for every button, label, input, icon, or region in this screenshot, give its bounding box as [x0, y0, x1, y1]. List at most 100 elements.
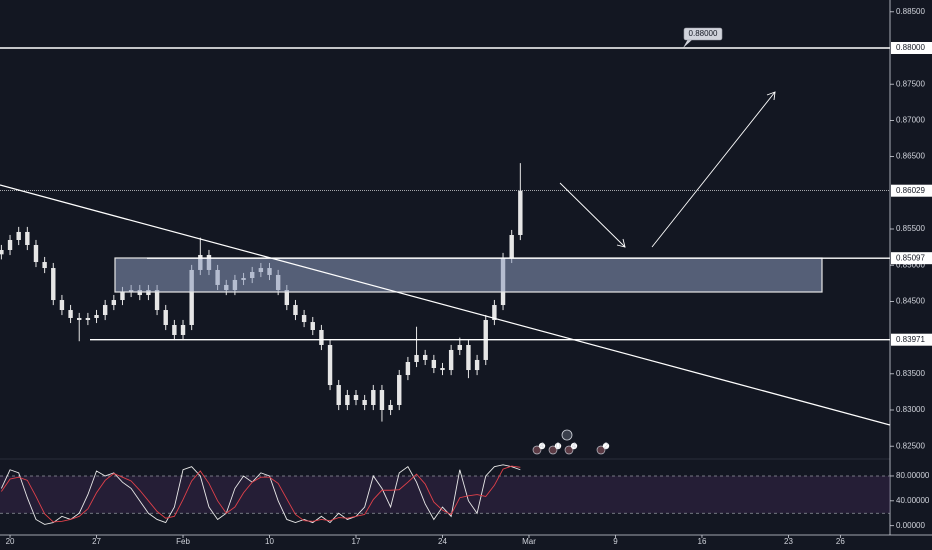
candle-body: [120, 291, 125, 301]
event-count-bg: [570, 442, 578, 450]
x-tick-label: 26: [836, 537, 845, 546]
event-icon[interactable]: [548, 445, 558, 455]
candle-body: [16, 231, 21, 241]
candle-body: [154, 290, 160, 311]
event-icon[interactable]: [596, 445, 606, 455]
candle-body: [492, 305, 497, 321]
candle-body: [327, 344, 333, 386]
candle-body: [68, 310, 73, 318]
candle-body: [33, 245, 39, 263]
candle-body: [371, 390, 376, 406]
candle-body: [518, 190, 523, 236]
x-tick-label: 20: [6, 537, 15, 546]
price-label-box: [891, 42, 932, 55]
candle-body: [422, 354, 428, 360]
event-count: 4: [540, 442, 545, 451]
candle-body: [310, 322, 315, 330]
candle-body: [25, 231, 30, 246]
candle-body: [284, 290, 290, 306]
x-tick-label: 16: [698, 537, 707, 546]
candle-body: [102, 305, 108, 316]
candle-body: [353, 395, 359, 401]
candle-body: [414, 354, 419, 362]
y-tick-label: 0.88500: [896, 7, 925, 16]
candle-body: [336, 385, 341, 406]
event-count: 4: [572, 442, 577, 451]
callout-label: 0.88000: [689, 29, 718, 38]
candle-body: [397, 375, 402, 406]
candle-body: [509, 235, 514, 258]
x-tick-label: Mar: [522, 537, 536, 546]
event-count: 0: [556, 442, 561, 451]
y-tick-label: 0.83500: [896, 369, 925, 378]
zone: [114, 257, 823, 293]
candle-body: [440, 368, 445, 371]
x-tick-label: 10: [265, 537, 274, 546]
candle-body: [293, 305, 298, 316]
candle-body: [474, 359, 480, 371]
x-tick-label: 9: [613, 537, 618, 546]
candle-body: [7, 240, 13, 250]
event-count-bg: [602, 442, 610, 450]
event-count: 2: [604, 442, 609, 451]
candle-body: [405, 361, 411, 376]
event-globe: [561, 429, 573, 441]
price-label-box: [891, 184, 932, 197]
osc-y-tick-label: 0.00000: [896, 521, 925, 530]
x-tick-label: 27: [92, 537, 101, 546]
price-label-box: [891, 333, 932, 346]
y-tick-label: 0.86500: [896, 152, 925, 161]
x-tick-label: 24: [438, 537, 447, 546]
x-tick-label: 17: [352, 537, 361, 546]
price-label-box: [891, 252, 932, 265]
y-tick-label: 0.84500: [896, 297, 925, 306]
event-icon[interactable]: [564, 445, 574, 455]
candle-body: [180, 325, 186, 335]
event-icon[interactable]: [532, 445, 542, 455]
candle-body: [51, 268, 56, 301]
price-label: 0.83971: [896, 335, 925, 344]
y-tick-label: 0.85500: [896, 224, 925, 233]
candle-body: [379, 390, 385, 410]
candle-body: [448, 349, 454, 371]
y-tick-label: 0.85000: [896, 260, 925, 269]
candle-body: [77, 317, 82, 321]
candle-body: [301, 315, 307, 323]
event-count-bg: [538, 442, 546, 450]
candle-body: [42, 262, 47, 269]
event-count-bg: [554, 442, 562, 450]
candle-body: [345, 395, 350, 406]
candle-body: [163, 310, 168, 326]
candle-body: [431, 359, 437, 369]
candle-body: [111, 300, 117, 306]
candle-body: [85, 317, 91, 321]
osc-y-tick-label: 80.00000: [896, 471, 930, 480]
price-label: 0.88000: [896, 43, 925, 52]
y-tick-label: 0.83000: [896, 405, 925, 414]
oscillator-line: [1, 465, 521, 523]
candle-body: [388, 405, 393, 410]
arrow-head: [766, 91, 776, 101]
candle-body: [94, 315, 99, 318]
overlay: 0.88000 4 0 4 2: [0, 27, 890, 455]
y-tick-label: 0.87000: [896, 116, 925, 125]
oscillator-line: [0, 464, 521, 525]
y-tick-label: 0.87500: [896, 79, 925, 88]
projection-arrows: [559, 91, 776, 248]
axes: 0.88500 0.87500 0.87000 0.86500 0.85500 0.850…: [6, 7, 932, 546]
arrow-up: [651, 91, 776, 248]
arrow-head: [616, 238, 626, 248]
trend-line: [0, 184, 891, 426]
candle-body: [457, 344, 462, 350]
oscillator-pane: [0, 464, 890, 525]
candle-body: [59, 300, 65, 311]
price-label: 0.86029: [896, 186, 925, 195]
band-fill: [0, 475, 890, 514]
candle-body: [466, 344, 471, 371]
callout-pointer: [683, 39, 693, 49]
candle-body: [189, 269, 194, 326]
x-tick-label: 23: [784, 537, 793, 546]
candle-body: [172, 325, 177, 335]
